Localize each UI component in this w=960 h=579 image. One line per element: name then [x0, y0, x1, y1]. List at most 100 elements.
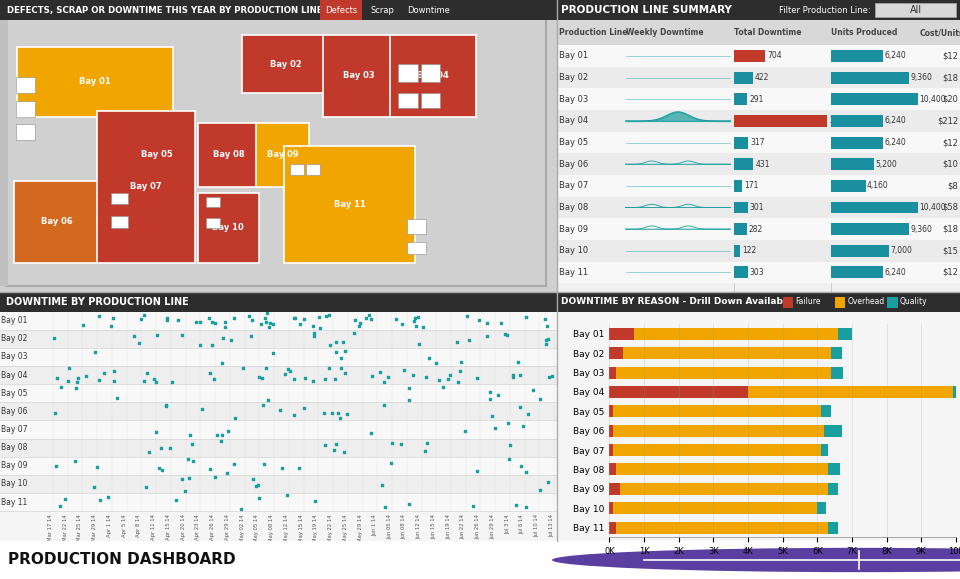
- Point: [337, 346, 352, 356]
- Bar: [831, 266, 883, 278]
- Bar: [111, 193, 128, 204]
- Bar: [782, 297, 793, 308]
- Bar: [557, 110, 960, 132]
- Bar: [206, 218, 220, 228]
- Bar: [14, 181, 100, 263]
- Point: [154, 444, 169, 453]
- Bar: [831, 137, 883, 148]
- Bar: [831, 245, 889, 256]
- Point: [471, 315, 487, 324]
- Point: [138, 482, 154, 492]
- Point: [520, 409, 536, 418]
- Bar: [887, 297, 898, 308]
- Point: [401, 383, 417, 393]
- Bar: [398, 93, 418, 108]
- Point: [149, 378, 164, 387]
- Point: [175, 474, 190, 483]
- Point: [54, 382, 69, 391]
- Bar: [616, 522, 828, 534]
- Text: Apr 26 14: Apr 26 14: [210, 514, 215, 540]
- Point: [91, 375, 107, 384]
- Bar: [828, 483, 838, 495]
- Point: [306, 331, 322, 340]
- Text: Bay 07: Bay 07: [131, 182, 162, 192]
- Bar: [610, 444, 612, 456]
- Point: [362, 310, 377, 319]
- Bar: [876, 3, 956, 17]
- Bar: [557, 89, 960, 110]
- Point: [513, 402, 528, 412]
- Bar: [831, 93, 918, 105]
- Point: [70, 374, 85, 383]
- Point: [286, 313, 301, 323]
- Text: 2100: 2100: [829, 116, 849, 126]
- Bar: [557, 197, 960, 218]
- Bar: [284, 146, 415, 263]
- Bar: [821, 444, 828, 456]
- Point: [162, 444, 178, 453]
- Bar: [16, 47, 173, 117]
- Text: Bay 04: Bay 04: [559, 116, 588, 126]
- Text: Bay 10: Bay 10: [1, 479, 27, 489]
- Point: [372, 367, 388, 376]
- Point: [408, 321, 423, 330]
- Text: 6,240: 6,240: [884, 138, 906, 147]
- Point: [322, 364, 337, 373]
- Text: May 02 14: May 02 14: [240, 514, 245, 542]
- Bar: [612, 502, 817, 514]
- Bar: [557, 20, 960, 45]
- Point: [465, 501, 480, 511]
- Bar: [734, 93, 747, 105]
- Point: [67, 457, 83, 466]
- Point: [306, 328, 322, 337]
- Text: Bay 03: Bay 03: [1, 353, 27, 361]
- Point: [305, 321, 321, 331]
- Point: [171, 316, 186, 325]
- Point: [245, 315, 260, 324]
- Point: [297, 373, 312, 383]
- Point: [52, 501, 67, 511]
- Text: Bay 02: Bay 02: [559, 73, 588, 82]
- Point: [415, 322, 430, 331]
- Point: [312, 323, 327, 332]
- Point: [347, 328, 362, 338]
- Bar: [831, 223, 909, 235]
- Bar: [557, 153, 960, 175]
- Text: Apr 15 14: Apr 15 14: [166, 514, 171, 540]
- Text: Mar 17 14: Mar 17 14: [48, 514, 53, 541]
- Point: [297, 315, 312, 324]
- Bar: [610, 522, 616, 534]
- Bar: [321, 0, 362, 20]
- Point: [249, 481, 264, 490]
- Text: 6,240: 6,240: [884, 116, 906, 126]
- Point: [509, 501, 524, 510]
- Text: Apr 11 14: Apr 11 14: [151, 514, 156, 540]
- Bar: [831, 158, 875, 170]
- Text: $12: $12: [942, 138, 958, 147]
- Text: 301: 301: [750, 203, 764, 212]
- Text: $15: $15: [942, 246, 958, 255]
- Point: [316, 408, 331, 417]
- Bar: [620, 483, 828, 495]
- Point: [175, 330, 190, 339]
- Text: 5,200: 5,200: [876, 160, 898, 168]
- Point: [136, 376, 152, 386]
- Text: Jun 08 14: Jun 08 14: [402, 514, 407, 539]
- Bar: [831, 347, 842, 359]
- Text: 317: 317: [751, 138, 765, 147]
- Point: [412, 340, 427, 349]
- Point: [380, 372, 396, 382]
- Bar: [557, 292, 960, 312]
- Point: [87, 347, 103, 357]
- Bar: [242, 35, 328, 93]
- Point: [279, 490, 295, 500]
- Point: [107, 366, 122, 375]
- Point: [502, 440, 517, 449]
- Point: [252, 372, 267, 382]
- Point: [226, 460, 241, 469]
- Text: Jun 29 14: Jun 29 14: [491, 514, 495, 539]
- Text: Weekly Downtime: Weekly Downtime: [626, 28, 703, 37]
- Point: [450, 337, 466, 346]
- Point: [325, 445, 341, 455]
- Text: $8: $8: [948, 181, 958, 190]
